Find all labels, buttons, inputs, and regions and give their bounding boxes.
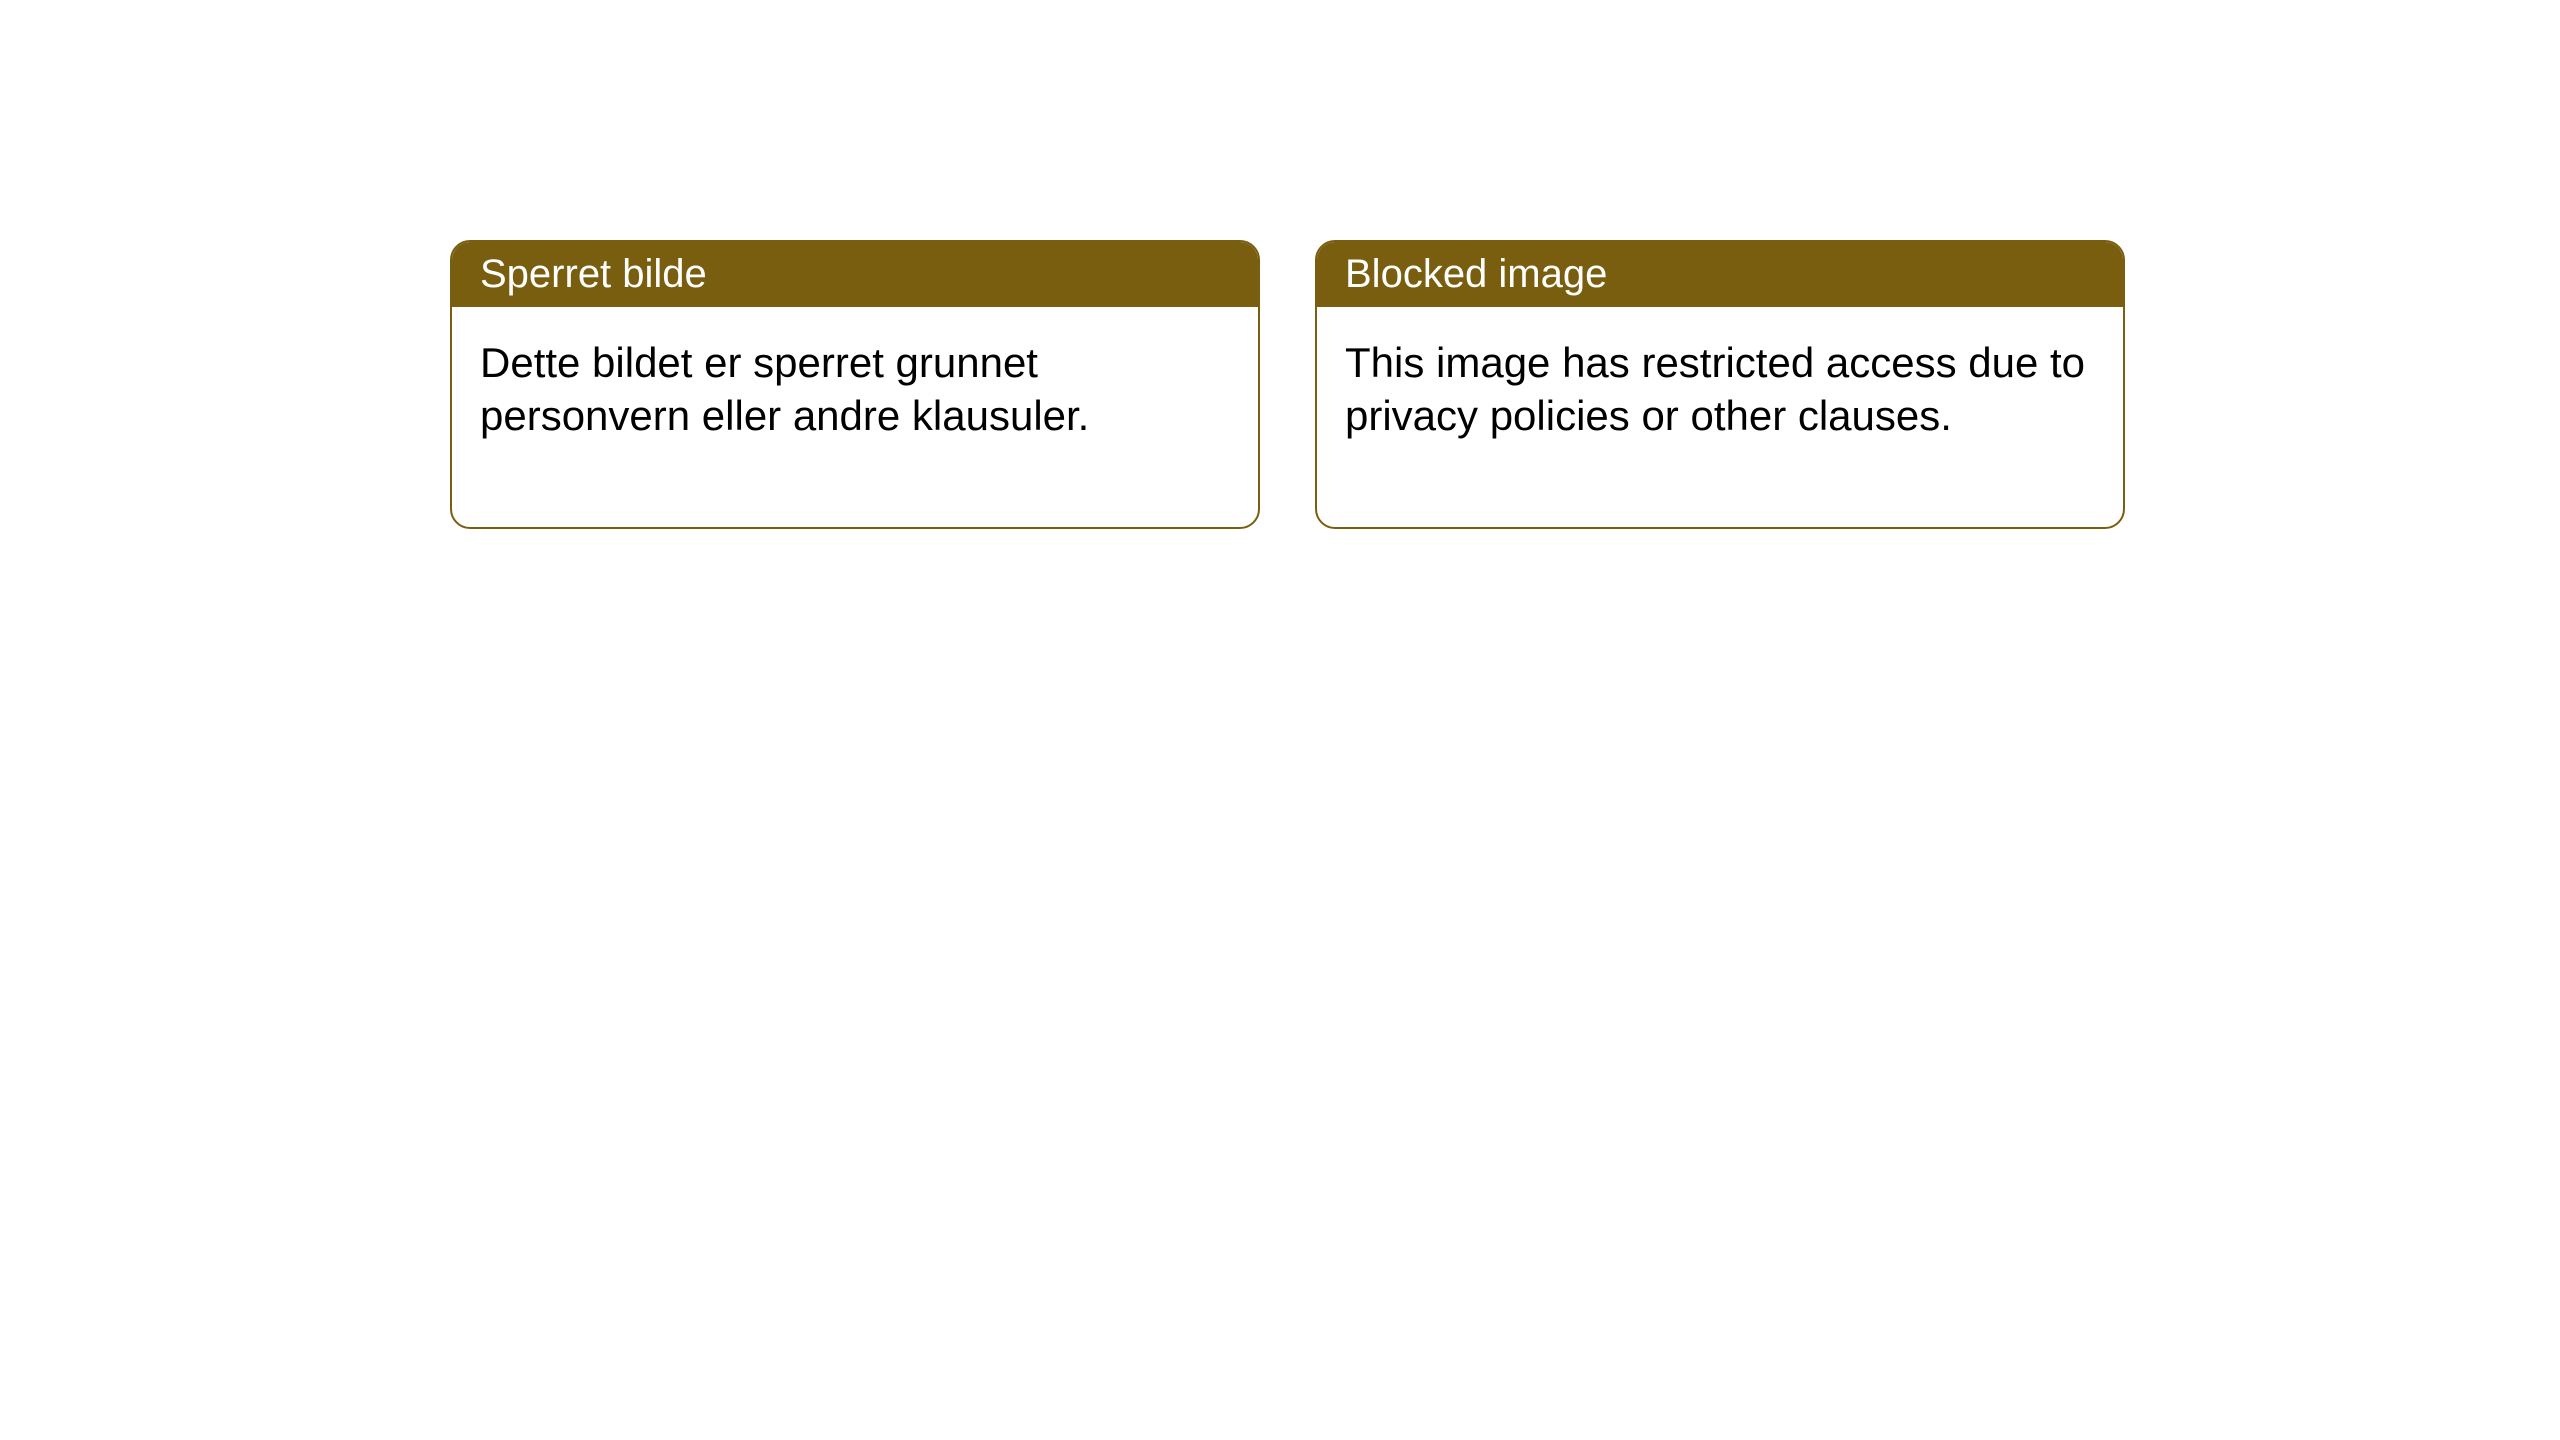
card-header-english: Blocked image [1317,242,2123,307]
cards-container: Sperret bilde Dette bildet er sperret gr… [0,0,2560,529]
card-body-norwegian: Dette bildet er sperret grunnet personve… [452,307,1258,527]
card-norwegian: Sperret bilde Dette bildet er sperret gr… [450,240,1260,529]
card-body-english: This image has restricted access due to … [1317,307,2123,527]
card-header-norwegian: Sperret bilde [452,242,1258,307]
card-body-text: This image has restricted access due to … [1345,339,2085,439]
card-title: Sperret bilde [480,252,707,296]
card-english: Blocked image This image has restricted … [1315,240,2125,529]
card-body-text: Dette bildet er sperret grunnet personve… [480,339,1089,439]
card-title: Blocked image [1345,252,1607,296]
